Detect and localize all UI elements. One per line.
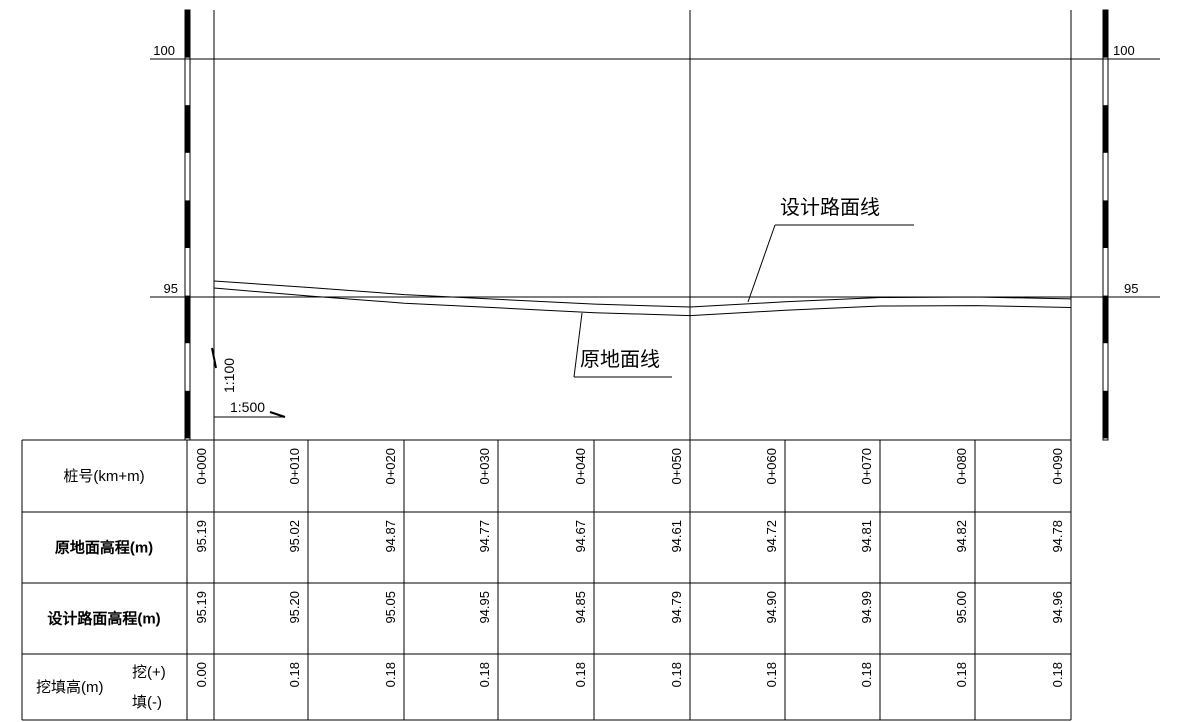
horizontal-scale-tick xyxy=(269,411,286,418)
table-row-sublabel-bottom: 填(-) xyxy=(132,694,162,711)
profile-lines xyxy=(213,280,1071,317)
table-cell: 0+030 xyxy=(477,448,492,485)
table-cell: 0+080 xyxy=(954,448,969,485)
table-cell: 0.18 xyxy=(573,662,588,687)
table-cell: 94.77 xyxy=(477,520,492,553)
table-cell: 0+070 xyxy=(859,448,874,485)
table-cell: 94.61 xyxy=(669,520,684,553)
table-cell: 95.19 xyxy=(194,520,209,553)
table-cell: 0+040 xyxy=(573,448,588,485)
table-cell: 0+000 xyxy=(194,448,209,485)
ground-leader-line xyxy=(573,312,583,378)
plot-frame xyxy=(213,10,1072,440)
profile-series-ground xyxy=(213,287,1071,317)
table-cell: 94.95 xyxy=(477,591,492,624)
table-cell: 0.18 xyxy=(477,662,492,687)
table-cell: 0+050 xyxy=(669,448,684,485)
table-cell: 95.02 xyxy=(287,520,302,553)
design-leader-line xyxy=(747,224,776,303)
elev-label-95-left: 95 xyxy=(164,281,178,296)
table-text: 桩号(km+m) 0+000 0+010 0+020 0+030 0+040 0+050 0+… xyxy=(36,448,1065,711)
elev-label-95-right: 95 xyxy=(1124,281,1138,296)
left-ruler-segment xyxy=(185,295,190,344)
right-ruler-segment xyxy=(1103,105,1108,153)
table-cell: 0+090 xyxy=(1050,448,1065,485)
right-ruler-segment xyxy=(1103,10,1108,58)
table-cell: 95.05 xyxy=(383,591,398,624)
table-cell: 94.79 xyxy=(669,591,684,624)
table-cell: 94.78 xyxy=(1050,520,1065,553)
profile-series-design xyxy=(213,280,1071,308)
left-ruler-segment xyxy=(185,200,190,248)
left-ruler-segment xyxy=(185,105,190,153)
table-cell: 0.18 xyxy=(287,662,302,687)
table-cell: 95.20 xyxy=(287,591,302,624)
table-cell: 0.18 xyxy=(669,662,684,687)
table-cell: 0+060 xyxy=(764,448,779,485)
table-cell: 0.18 xyxy=(954,662,969,687)
table-cell: 0+020 xyxy=(383,448,398,485)
vertical-scale-tick xyxy=(211,347,217,369)
vertical-scale-label: 1:100 xyxy=(221,358,237,393)
data-table xyxy=(21,439,1072,721)
table-row-label: 原地面高程(m) xyxy=(55,539,153,557)
table-cell: 0.00 xyxy=(194,662,209,687)
table-row-label: 挖填高(m) xyxy=(36,679,104,696)
elev-label-100-right: 100 xyxy=(1113,43,1135,58)
horizontal-scale-label: 1:500 xyxy=(230,399,265,415)
elevation-reference-lines xyxy=(150,58,1160,298)
table-cell: 94.82 xyxy=(954,520,969,553)
table-row-label: 桩号(km+m) xyxy=(63,468,144,485)
table-row-sublabel-top: 挖(+) xyxy=(132,664,166,681)
table-cell: 94.87 xyxy=(383,520,398,553)
design-line-annotation xyxy=(747,224,914,303)
table-cell: 95.19 xyxy=(194,591,209,624)
table-cell: 0+010 xyxy=(287,448,302,485)
right-ruler-segment xyxy=(1103,390,1108,439)
table-row-label: 设计路面高程(m) xyxy=(47,610,160,628)
ground-line-label: 原地面线 xyxy=(580,348,660,371)
table-cell: 94.72 xyxy=(764,520,779,553)
design-line-label: 设计路面线 xyxy=(780,196,880,219)
left-ruler-segment xyxy=(185,10,190,58)
right-ruler-segment xyxy=(1103,200,1108,248)
table-cell: 94.99 xyxy=(859,591,874,624)
table-cell: 94.67 xyxy=(573,520,588,553)
table-cell: 0.18 xyxy=(859,662,874,687)
right-elevation-ruler xyxy=(1102,9,1109,441)
left-ruler-segment xyxy=(185,390,190,439)
table-cell: 95.00 xyxy=(954,591,969,624)
table-cell: 0.18 xyxy=(383,662,398,687)
table-cell: 94.81 xyxy=(859,520,874,553)
ground-line-annotation xyxy=(573,312,672,378)
left-elevation-ruler xyxy=(184,9,191,441)
table-cell: 94.90 xyxy=(764,591,779,624)
table-cell: 0.18 xyxy=(1050,662,1065,687)
table-cell: 94.85 xyxy=(573,591,588,624)
elev-label-100-left: 100 xyxy=(153,43,175,58)
table-cell: 94.96 xyxy=(1050,591,1065,624)
table-cell: 0.18 xyxy=(764,662,779,687)
right-ruler-segment xyxy=(1103,295,1108,344)
